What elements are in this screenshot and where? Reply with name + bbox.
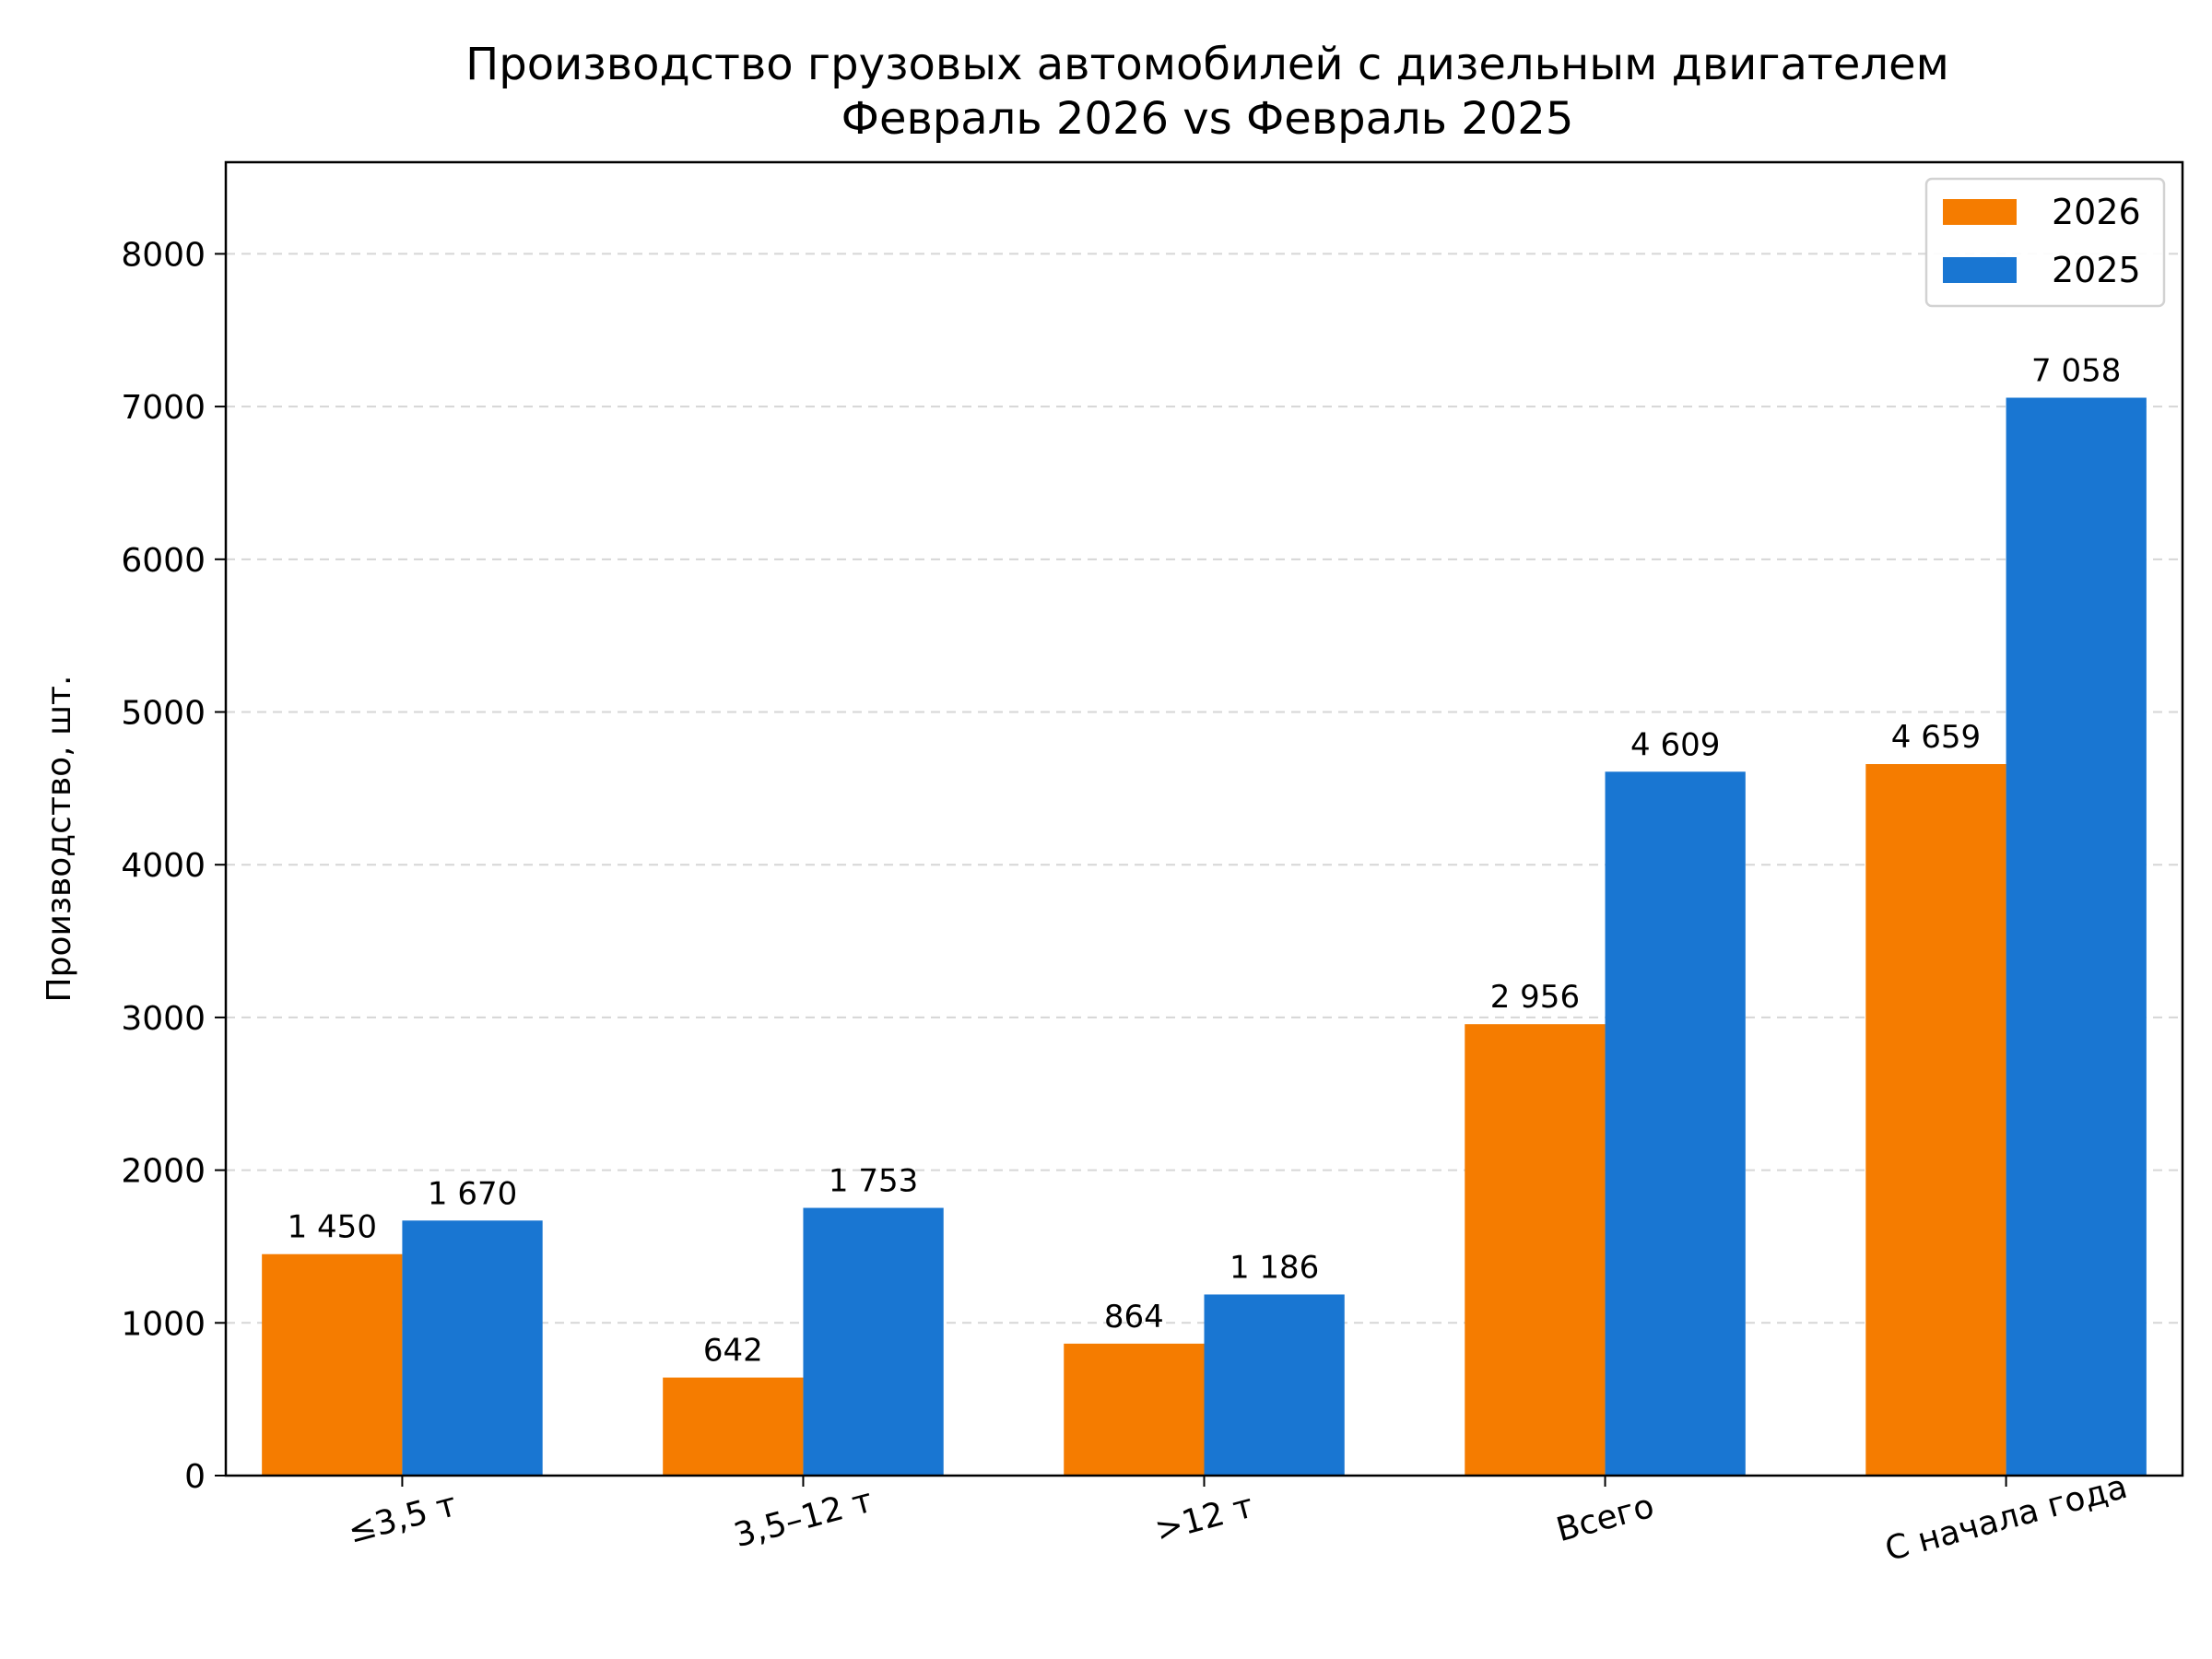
y-tick-label-3000: 3000 [121, 1000, 206, 1038]
legend: 2026 2025 [1924, 177, 2166, 308]
legend-swatch-2025 [1943, 257, 2017, 283]
bar-2025-2 [1204, 1294, 1345, 1476]
bar-2025-0 [402, 1220, 543, 1476]
x-axis: ≤3,5 т 3,5–12 т >12 т Всего С начала года [344, 1468, 2131, 1569]
y-tick-label-7000: 7000 [121, 389, 206, 427]
bar-2026-0 [262, 1253, 403, 1476]
bar-label-2025-4: 7 058 [2031, 353, 2121, 390]
bar-value-labels: 1 450 1 670 642 1 753 864 1 186 2 956 4 609 4 65… [288, 353, 2122, 1370]
bar-label-2026-2: 864 [1104, 1299, 1164, 1335]
bar-label-2026-3: 2 956 [1490, 979, 1580, 1016]
x-tick-label-3: Всего [1552, 1488, 1658, 1549]
y-tick-label-4000: 4000 [121, 847, 206, 885]
legend-label-2025: 2025 [2052, 250, 2141, 290]
bar-2026-3 [1465, 1024, 1606, 1476]
y-tick-label-5000: 5000 [121, 695, 206, 733]
bar-2026-2 [1064, 1343, 1205, 1476]
y-tick-label-0: 0 [184, 1458, 206, 1496]
bar-2025-4 [2006, 397, 2147, 1476]
x-tick-label-0: ≤3,5 т [344, 1486, 460, 1551]
y-tick-label-1000: 1000 [121, 1305, 206, 1343]
legend-swatch-2026 [1943, 199, 2017, 225]
y-tick-label-8000: 8000 [121, 236, 206, 274]
bars [262, 397, 2147, 1476]
bar-2026-1 [663, 1377, 804, 1476]
bar-label-2026-1: 642 [703, 1333, 763, 1370]
chart-subtitle: Февраль 2026 vs Февраль 2025 [841, 93, 1574, 145]
y-axis: 0 1000 2000 3000 4000 5000 6000 7000 8000 [121, 236, 226, 1496]
bar-label-2025-2: 1 186 [1230, 1249, 1319, 1286]
y-tick-label-2000: 2000 [121, 1153, 206, 1191]
bar-label-2025-0: 1 670 [428, 1175, 517, 1212]
legend-label-2026: 2026 [2052, 192, 2141, 232]
chart-title: Производство грузовых автомобилей с дизе… [465, 39, 1949, 90]
plot-frame [224, 160, 2184, 1477]
bar-label-2026-4: 4 659 [1891, 719, 1981, 756]
y-axis-label: Производство, шт. [41, 676, 78, 1003]
bar-label-2025-1: 1 753 [829, 1163, 918, 1200]
x-tick-label-1: 3,5–12 т [730, 1482, 877, 1555]
bar-label-2026-0: 1 450 [288, 1209, 377, 1246]
bar-label-2025-3: 4 609 [1630, 726, 1720, 763]
grid-lines [226, 253, 2183, 1324]
x-tick-label-2: >12 т [1151, 1488, 1257, 1550]
bar-2025-3 [1605, 771, 1746, 1476]
bar-2026-4 [1865, 764, 2006, 1476]
bar-2025-1 [803, 1207, 944, 1476]
y-tick-label-6000: 6000 [121, 542, 206, 580]
